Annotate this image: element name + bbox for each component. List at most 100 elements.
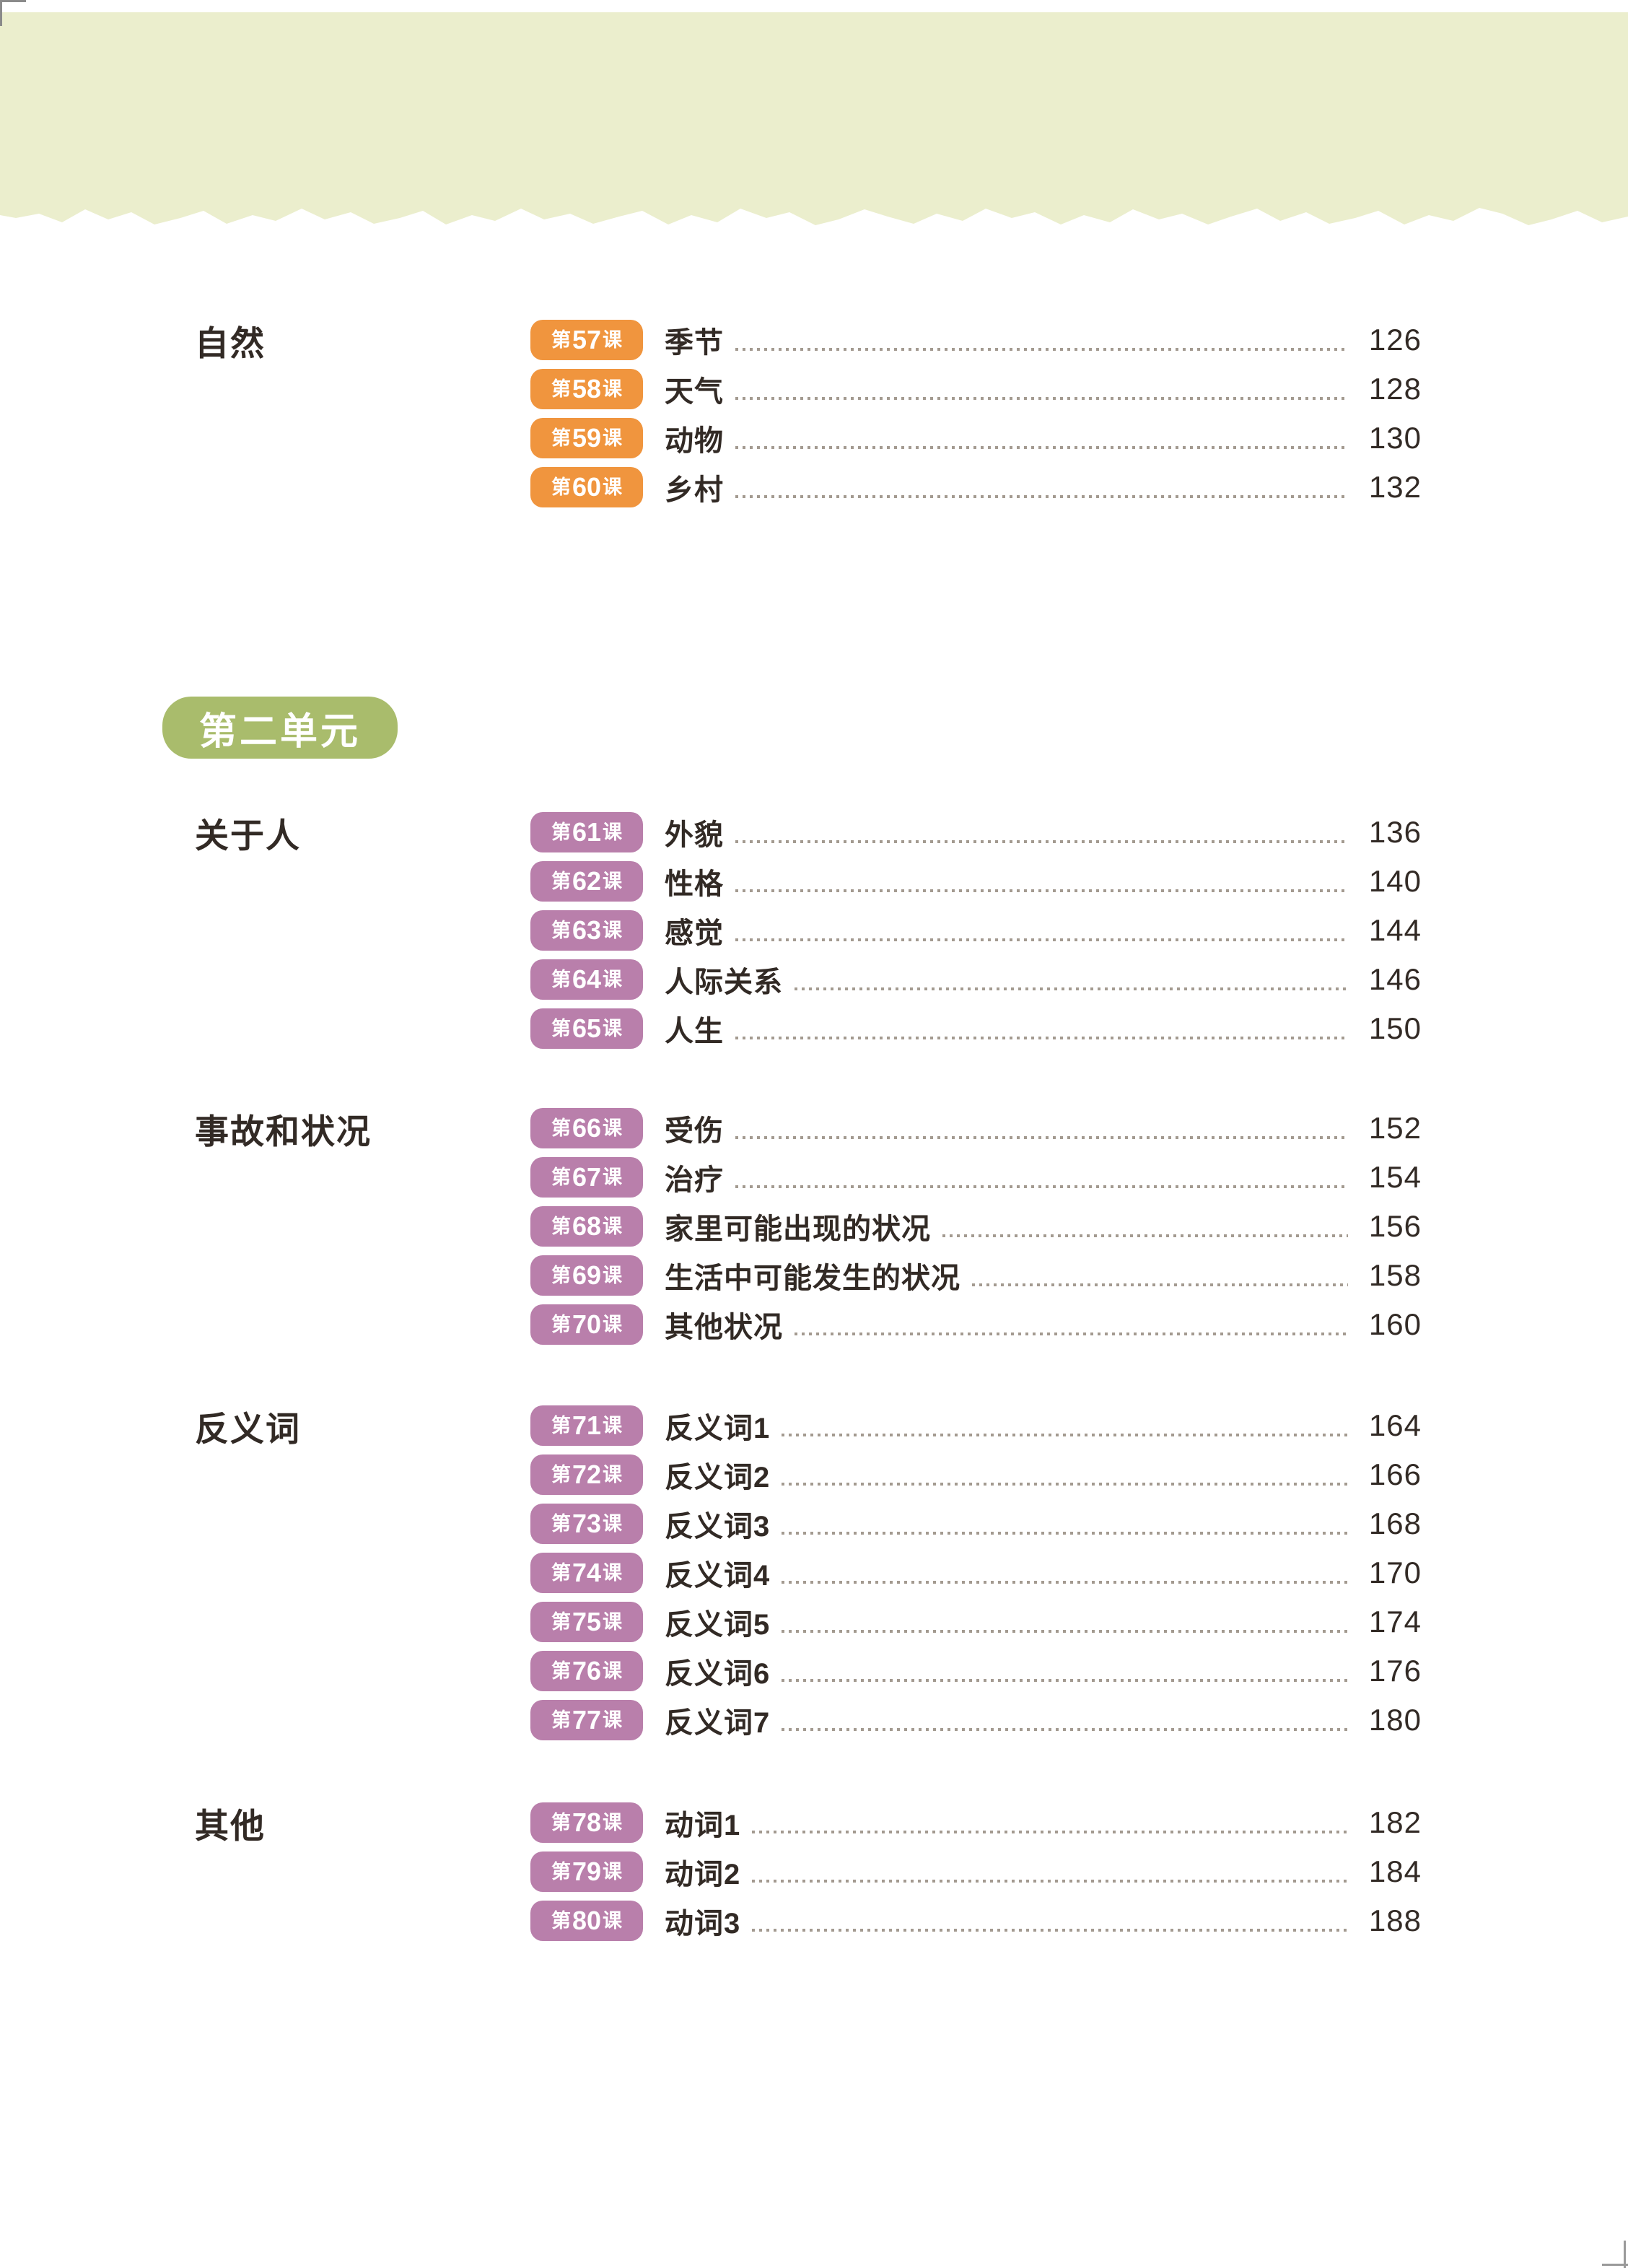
- page-corner-mark-top-left-horizontal: [0, 0, 26, 2]
- dot-leader: [735, 1136, 1348, 1139]
- lesson-row: 第 58 课 天气 128: [530, 365, 1422, 414]
- lesson-badge: 第 58 课: [530, 369, 643, 409]
- lesson-title: 动词3: [665, 1908, 741, 1940]
- lesson-title: 感觉: [665, 917, 724, 949]
- lesson-row: 第 78 课 动词1 182: [530, 1798, 1422, 1847]
- dot-leader: [782, 1630, 1348, 1633]
- badge-suffix: 课: [603, 1264, 623, 1286]
- badge-suffix: 课: [603, 1860, 623, 1883]
- dot-leader: [735, 889, 1348, 892]
- badge-prefix: 第: [551, 919, 571, 941]
- badge-prefix: 第: [551, 870, 571, 892]
- badge-number: 73: [572, 1509, 602, 1538]
- dot-leader: [752, 1831, 1348, 1833]
- page-number: 168: [1368, 1506, 1422, 1540]
- lesson-title: 反义词5: [665, 1609, 771, 1641]
- badge-prefix: 第: [551, 1017, 571, 1039]
- section-title: 自然: [195, 323, 266, 362]
- section-title: 反义词: [195, 1409, 301, 1448]
- lesson-row: 第 72 课 反义词2 166: [530, 1450, 1422, 1499]
- lesson-badge: 第 80 课: [530, 1901, 643, 1941]
- page-number: 174: [1368, 1605, 1422, 1639]
- dot-leader: [782, 1728, 1348, 1731]
- badge-suffix: 课: [603, 1811, 623, 1833]
- badge-prefix: 第: [551, 1610, 571, 1633]
- lesson-title: 受伤: [665, 1115, 724, 1147]
- lesson-title: 反义词3: [665, 1511, 771, 1543]
- lesson-badge: 第 62 课: [530, 861, 643, 902]
- badge-number: 65: [572, 1013, 602, 1043]
- dot-leader: [942, 1234, 1348, 1237]
- lesson-title: 动词2: [665, 1859, 741, 1890]
- badge-number: 58: [572, 374, 602, 404]
- dot-leader: [795, 1333, 1348, 1335]
- page-corner-mark-bottom-right-horizontal: [1602, 2264, 1628, 2266]
- badge-prefix: 第: [551, 1659, 571, 1682]
- badge-prefix: 第: [551, 1166, 571, 1188]
- badge-number: 57: [572, 325, 602, 354]
- lesson-rows: 第 71 课 反义词1 164 第 72 课 反义词2 166 第 73 课 反…: [530, 1401, 1422, 1745]
- lesson-row: 第 66 课 受伤 152: [530, 1104, 1422, 1153]
- lesson-badge: 第 59 课: [530, 418, 643, 458]
- badge-suffix: 课: [603, 1659, 623, 1682]
- badge-suffix: 课: [603, 1166, 623, 1188]
- lesson-badge: 第 67 课: [530, 1157, 643, 1198]
- badge-suffix: 课: [603, 1414, 623, 1436]
- badge-prefix: 第: [551, 1463, 571, 1486]
- badge-suffix: 课: [603, 378, 623, 400]
- page-number: 176: [1368, 1654, 1422, 1688]
- lesson-row: 第 79 课 动词2 184: [530, 1847, 1422, 1896]
- page-number: 152: [1368, 1111, 1422, 1145]
- lesson-row: 第 70 课 其他状况 160: [530, 1300, 1422, 1349]
- lesson-row: 第 61 课 外貌 136: [530, 808, 1422, 857]
- dot-leader: [735, 495, 1348, 498]
- lesson-title: 反义词1: [665, 1413, 771, 1444]
- page-number: 126: [1368, 323, 1422, 357]
- lesson-badge: 第 71 课: [530, 1405, 643, 1446]
- torn-paper-band: [0, 12, 1628, 225]
- lesson-title: 天气: [665, 376, 724, 408]
- lesson-row: 第 57 课 季节 126: [530, 315, 1422, 365]
- lesson-row: 第 68 课 家里可能出现的状况 156: [530, 1202, 1422, 1251]
- page-number: 136: [1368, 815, 1422, 849]
- badge-number: 60: [572, 472, 602, 502]
- page-corner-mark-bottom-right-vertical: [1624, 2241, 1626, 2268]
- page-number: 128: [1368, 372, 1422, 406]
- badge-number: 77: [572, 1705, 602, 1735]
- lesson-badge: 第 74 课: [530, 1553, 643, 1593]
- unit-badge-label: 第二单元: [198, 710, 361, 753]
- badge-suffix: 课: [603, 1709, 623, 1731]
- badge-prefix: 第: [551, 1561, 571, 1584]
- dot-leader: [782, 1679, 1348, 1682]
- dot-leader: [782, 1532, 1348, 1535]
- badge-number: 62: [572, 866, 602, 896]
- badge-number: 64: [572, 964, 602, 994]
- lesson-badge: 第 63 课: [530, 910, 643, 951]
- badge-number: 63: [572, 915, 602, 945]
- toc-section: 反义词 第 71 课 反义词1 164 第 72 课 反义词2 166 第 73…: [0, 1401, 1628, 1745]
- lesson-badge: 第 65 课: [530, 1008, 643, 1049]
- badge-prefix: 第: [551, 1117, 571, 1139]
- badge-prefix: 第: [551, 1414, 571, 1436]
- badge-suffix: 课: [603, 1561, 623, 1584]
- badge-number: 59: [572, 423, 602, 453]
- badge-suffix: 课: [603, 328, 623, 351]
- badge-number: 72: [572, 1460, 602, 1489]
- badge-prefix: 第: [551, 1709, 571, 1731]
- section-title: 其他: [195, 1806, 266, 1845]
- page-number: 140: [1368, 864, 1422, 898]
- lesson-title: 外貌: [665, 819, 724, 851]
- badge-number: 70: [572, 1309, 602, 1339]
- badge-suffix: 课: [603, 427, 623, 449]
- dot-leader: [782, 1581, 1348, 1584]
- lesson-title: 反义词4: [665, 1560, 771, 1592]
- badge-prefix: 第: [551, 476, 571, 498]
- toc-section: 事故和状况 第 66 课 受伤 152 第 67 课 治疗 154 第 68 课…: [0, 1104, 1628, 1349]
- lesson-rows: 第 78 课 动词1 182 第 79 课 动词2 184 第 80 课 动词3…: [530, 1798, 1422, 1945]
- badge-number: 67: [572, 1162, 602, 1192]
- lesson-title: 人际关系: [665, 967, 783, 998]
- dot-leader: [782, 1434, 1348, 1436]
- toc-section: 其他 第 78 课 动词1 182 第 79 课 动词2 184 第 80 课 …: [0, 1798, 1628, 1945]
- dot-leader: [735, 348, 1348, 351]
